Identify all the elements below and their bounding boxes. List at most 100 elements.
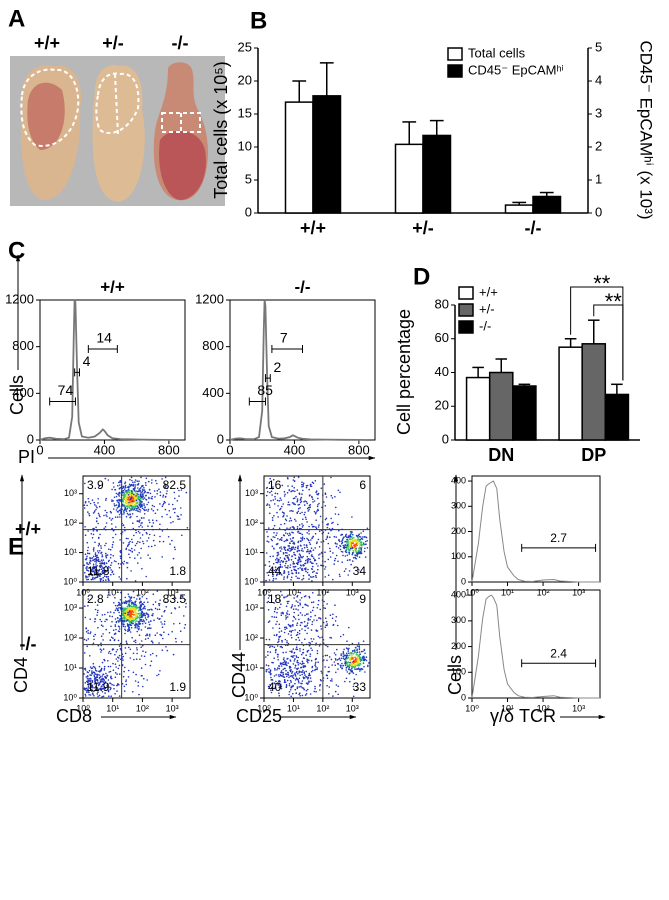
event-dot xyxy=(147,609,149,611)
event-dot xyxy=(128,489,131,492)
y-tick-label: 200 xyxy=(451,526,466,536)
event-dot xyxy=(325,620,328,623)
event-dot xyxy=(307,549,309,551)
event-dot xyxy=(354,554,357,557)
event-dot xyxy=(90,683,92,686)
event-dot xyxy=(142,540,144,543)
event-dot xyxy=(164,476,167,479)
event-dot xyxy=(280,687,283,690)
event-dot xyxy=(100,681,102,683)
event-dot xyxy=(91,499,94,501)
event-dot xyxy=(286,664,288,667)
event-dot xyxy=(178,606,181,608)
y-axis-label: Cells xyxy=(7,375,27,415)
event-dot xyxy=(87,638,90,640)
event-dot xyxy=(295,638,297,641)
event-dot xyxy=(301,680,304,682)
event-dot xyxy=(344,680,346,683)
event-dot xyxy=(86,541,89,544)
event-dot xyxy=(137,483,139,486)
event-dot xyxy=(346,544,349,546)
event-dot xyxy=(319,515,322,518)
event-dot xyxy=(302,652,304,654)
event-dot xyxy=(114,672,117,674)
event-dot xyxy=(152,519,154,521)
legend-swatch xyxy=(458,303,474,317)
event-dot xyxy=(287,657,289,660)
event-dot xyxy=(106,515,108,518)
event-dot xyxy=(123,513,125,515)
event-dot xyxy=(335,506,337,509)
event-dot xyxy=(355,663,357,666)
event-dot xyxy=(351,553,354,556)
event-dot xyxy=(275,543,278,545)
event-dot xyxy=(89,559,92,561)
event-dot xyxy=(319,636,321,639)
event-dot xyxy=(183,615,185,617)
event-dot xyxy=(364,556,367,558)
event-dot xyxy=(168,510,171,512)
event-dot xyxy=(285,663,287,665)
x-tick-label: 10¹ xyxy=(106,587,119,597)
event-dot xyxy=(342,538,344,540)
event-dot xyxy=(98,683,101,685)
event-dot xyxy=(304,603,307,606)
event-dot xyxy=(88,694,90,696)
event-dot xyxy=(135,658,138,660)
event-dot xyxy=(291,670,294,673)
event-dot xyxy=(124,491,127,493)
event-dot xyxy=(299,501,302,504)
event-dot xyxy=(286,612,288,614)
event-dot xyxy=(273,610,276,613)
event-dot xyxy=(270,689,272,692)
event-dot xyxy=(290,509,293,512)
event-dot xyxy=(93,511,96,513)
event-dot xyxy=(355,646,357,649)
event-dot xyxy=(86,562,88,564)
event-dot xyxy=(155,655,158,657)
event-dot xyxy=(303,546,306,549)
event-dot xyxy=(93,567,95,570)
event-dot xyxy=(129,596,131,599)
event-dot xyxy=(139,519,141,521)
x-tick-label: 10¹ xyxy=(287,587,300,597)
event-dot xyxy=(302,676,305,678)
event-dot xyxy=(104,544,106,547)
event-dot xyxy=(329,547,331,550)
event-dot xyxy=(333,535,336,538)
event-dot xyxy=(140,504,143,507)
y-axis-label: Cell percentage xyxy=(394,309,414,435)
event-dot xyxy=(127,496,130,499)
event-dot xyxy=(316,652,319,655)
event-dot xyxy=(108,548,110,550)
event-dot xyxy=(170,522,172,524)
event-dot xyxy=(126,601,128,603)
event-dot xyxy=(304,562,307,565)
event-dot xyxy=(285,686,288,688)
event-dot xyxy=(84,682,87,684)
event-dot xyxy=(288,665,291,668)
event-dot xyxy=(161,626,164,628)
event-dot xyxy=(317,661,320,663)
event-dot xyxy=(95,688,97,691)
event-dot xyxy=(151,609,153,611)
event-dot xyxy=(339,540,341,543)
event-dot xyxy=(316,541,318,543)
event-dot xyxy=(117,562,120,565)
event-dot xyxy=(184,599,187,601)
event-dot xyxy=(299,624,302,627)
event-dot xyxy=(153,505,155,508)
event-dot xyxy=(266,571,269,574)
event-dot xyxy=(286,627,288,629)
event-dot xyxy=(293,487,296,489)
event-dot xyxy=(347,665,349,668)
event-dot xyxy=(88,669,91,672)
event-dot xyxy=(282,515,284,518)
event-dot xyxy=(129,598,132,600)
event-dot xyxy=(100,685,103,687)
event-dot xyxy=(267,651,269,653)
y-tick-label: 800 xyxy=(202,338,224,353)
event-dot xyxy=(349,669,352,671)
quadrant-label: 44 xyxy=(268,564,282,578)
event-dot xyxy=(96,574,98,577)
